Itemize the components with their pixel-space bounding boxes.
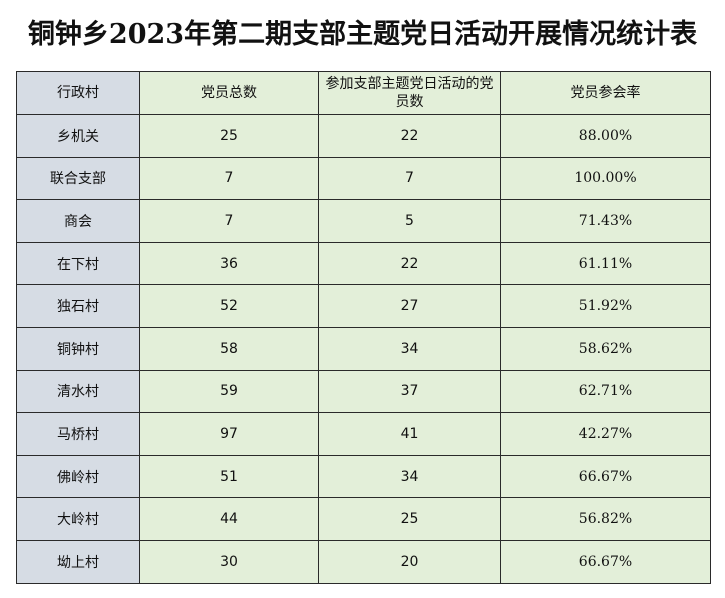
cell-rate: 66.67% <box>500 454 711 499</box>
cell-total-members: 30 <box>139 539 319 584</box>
cell-total-members: 36 <box>139 241 319 286</box>
header-village: 行政村 <box>16 71 140 115</box>
cell-total-members: 25 <box>139 114 319 158</box>
cell-village: 铜钟村 <box>16 326 140 371</box>
cell-total-members: 58 <box>139 326 319 371</box>
table-row: 在下村 36 22 61.11% <box>16 241 711 286</box>
cell-rate: 88.00% <box>500 114 711 158</box>
cell-participants: 27 <box>318 284 501 328</box>
cell-village: 在下村 <box>16 241 140 286</box>
cell-participants: 22 <box>318 114 501 158</box>
cell-total-members: 52 <box>139 284 319 328</box>
cell-participants: 22 <box>318 241 501 286</box>
table-row: 坳上村 30 20 66.67% <box>16 539 711 584</box>
table-header-row: 行政村 党员总数 参加支部主题党日活动的党员数 党员参会率 <box>16 71 711 115</box>
cell-village: 大岭村 <box>16 497 140 541</box>
cell-village: 独石村 <box>16 284 140 328</box>
header-participants-text: 参加支部主题党日活动的党员数 <box>325 76 494 110</box>
table-row: 乡机关 25 22 88.00% <box>16 114 711 158</box>
cell-rate: 51.92% <box>500 284 711 328</box>
cell-village: 联合支部 <box>16 156 140 201</box>
cell-rate: 58.62% <box>500 326 711 371</box>
page-title: 铜钟乡2023年第二期支部主题党日活动开展情况统计表 <box>27 19 698 50</box>
cell-rate: 71.43% <box>500 199 711 243</box>
cell-rate: 61.11% <box>500 241 711 286</box>
cell-participants: 37 <box>318 369 501 414</box>
table-row: 联合支部 7 7 100.00% <box>16 156 711 201</box>
table-row: 马桥村 97 41 42.27% <box>16 412 711 456</box>
header-rate: 党员参会率 <box>500 71 711 115</box>
table-row: 大岭村 44 25 56.82% <box>16 497 711 541</box>
cell-participants: 34 <box>318 326 501 371</box>
cell-total-members: 7 <box>139 199 319 243</box>
cell-village: 清水村 <box>16 369 140 414</box>
cell-participants: 41 <box>318 412 501 456</box>
cell-total-members: 97 <box>139 412 319 456</box>
cell-village: 佛岭村 <box>16 454 140 499</box>
cell-rate: 62.71% <box>500 369 711 414</box>
cell-total-members: 44 <box>139 497 319 541</box>
table-row: 佛岭村 51 34 66.67% <box>16 454 711 499</box>
cell-village: 坳上村 <box>16 539 140 584</box>
cell-participants: 25 <box>318 497 501 541</box>
cell-village: 乡机关 <box>16 114 140 158</box>
statistics-table: 行政村 党员总数 参加支部主题党日活动的党员数 党员参会率 乡机关 25 22 88.… <box>16 71 711 584</box>
cell-participants: 5 <box>318 199 501 243</box>
cell-rate: 66.67% <box>500 539 711 584</box>
cell-total-members: 59 <box>139 369 319 414</box>
cell-rate: 100.00% <box>500 156 711 201</box>
cell-participants: 20 <box>318 539 501 584</box>
cell-participants: 34 <box>318 454 501 499</box>
cell-participants: 7 <box>318 156 501 201</box>
cell-village: 商会 <box>16 199 140 243</box>
cell-rate: 42.27% <box>500 412 711 456</box>
table-row: 铜钟村 58 34 58.62% <box>16 326 711 371</box>
cell-rate: 56.82% <box>500 497 711 541</box>
table-body: 乡机关 25 22 88.00% 联合支部 7 7 100.00% 商会 7 5 71.43% 在下村 3… <box>16 114 711 584</box>
cell-village: 马桥村 <box>16 412 140 456</box>
header-participants: 参加支部主题党日活动的党员数 <box>318 71 501 115</box>
cell-total-members: 7 <box>139 156 319 201</box>
header-total-members: 党员总数 <box>139 71 319 115</box>
table-row: 清水村 59 37 62.71% <box>16 369 711 414</box>
cell-total-members: 51 <box>139 454 319 499</box>
table-row: 独石村 52 27 51.92% <box>16 284 711 328</box>
table-row: 商会 7 5 71.43% <box>16 199 711 243</box>
